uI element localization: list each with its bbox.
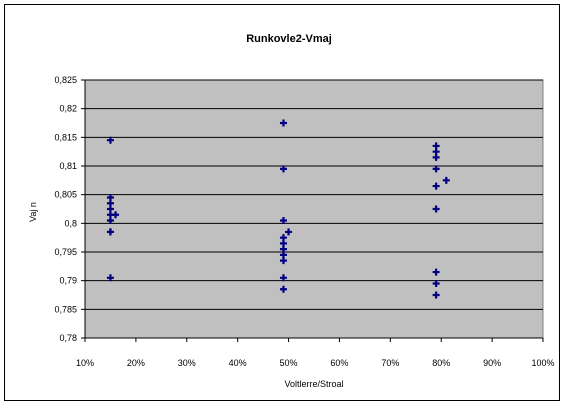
x-axis-title: Voltlerre/Stroal — [284, 379, 343, 389]
y-tick-labels: 0,78 0,785 0,79 0,795 0,8 0,805 0,81 0,815 0,82 0… — [54, 75, 77, 343]
data-point — [106, 228, 114, 236]
y-tick-label: 0,785 — [54, 304, 77, 314]
y-tick-label: 0,82 — [59, 104, 77, 114]
data-point — [112, 211, 120, 219]
data-point — [106, 274, 114, 282]
data-points — [106, 119, 450, 299]
y-tick-label: 0,8 — [64, 218, 77, 228]
x-tick-label: 80% — [432, 358, 450, 368]
data-point — [279, 257, 287, 265]
y-tick-label: 0,825 — [54, 75, 77, 85]
y-tick-label: 0,79 — [59, 276, 77, 286]
y-tick-label: 0,805 — [54, 190, 77, 200]
data-point — [432, 153, 440, 161]
x-tick-label: 70% — [381, 358, 399, 368]
x-tick-label: 100% — [531, 358, 554, 368]
x-tick-label: 20% — [127, 358, 145, 368]
y-axis-title: Vaj n — [28, 202, 38, 222]
data-point — [279, 274, 287, 282]
x-tick-labels: 10% 20% 30% 40% 50% 60% 70% 80% 90% 100% — [76, 358, 555, 368]
data-point — [106, 136, 114, 144]
y-tick-label: 0,795 — [54, 247, 77, 257]
data-point — [432, 280, 440, 288]
x-tick-label: 90% — [483, 358, 501, 368]
data-point — [432, 205, 440, 213]
gridlines — [81, 79, 544, 342]
x-tick-label: 60% — [330, 358, 348, 368]
y-tick-label: 0,815 — [54, 132, 77, 142]
x-tick-label: 10% — [76, 358, 94, 368]
data-point — [279, 119, 287, 127]
data-point — [279, 285, 287, 293]
plot-area — [84, 79, 544, 339]
data-point — [279, 216, 287, 224]
chart-title: Runkovle2-Vmaj — [246, 33, 332, 45]
y-tick-label: 0,81 — [59, 161, 77, 171]
data-point — [279, 165, 287, 173]
x-tick-label: 40% — [229, 358, 247, 368]
data-point — [106, 216, 114, 224]
y-tick-label: 0,78 — [59, 333, 77, 343]
data-point — [285, 228, 293, 236]
data-point — [432, 291, 440, 299]
data-point — [432, 182, 440, 190]
data-point — [442, 176, 450, 184]
data-point — [432, 165, 440, 173]
x-tick-label: 50% — [280, 358, 298, 368]
x-tick-label: 30% — [178, 358, 196, 368]
data-point — [432, 268, 440, 276]
